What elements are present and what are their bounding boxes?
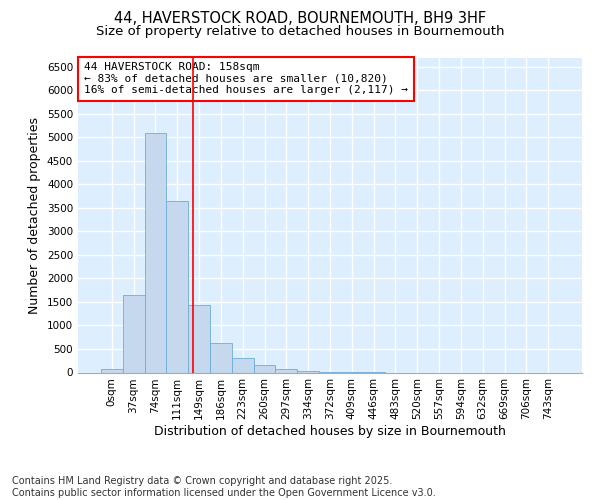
Bar <box>297 370 319 372</box>
Bar <box>166 201 188 372</box>
Bar <box>188 306 210 372</box>
Text: 44, HAVERSTOCK ROAD, BOURNEMOUTH, BH9 3HF: 44, HAVERSTOCK ROAD, BOURNEMOUTH, BH9 3H… <box>114 11 486 26</box>
Bar <box>123 295 145 372</box>
X-axis label: Distribution of detached houses by size in Bournemouth: Distribution of detached houses by size … <box>154 425 506 438</box>
Y-axis label: Number of detached properties: Number of detached properties <box>28 116 41 314</box>
Bar <box>232 358 254 372</box>
Text: 44 HAVERSTOCK ROAD: 158sqm
← 83% of detached houses are smaller (10,820)
16% of : 44 HAVERSTOCK ROAD: 158sqm ← 83% of deta… <box>84 62 408 96</box>
Text: Size of property relative to detached houses in Bournemouth: Size of property relative to detached ho… <box>96 25 504 38</box>
Bar <box>145 132 166 372</box>
Bar <box>210 344 232 372</box>
Bar <box>254 365 275 372</box>
Text: Contains HM Land Registry data © Crown copyright and database right 2025.
Contai: Contains HM Land Registry data © Crown c… <box>12 476 436 498</box>
Bar <box>275 369 297 372</box>
Bar <box>101 369 123 372</box>
